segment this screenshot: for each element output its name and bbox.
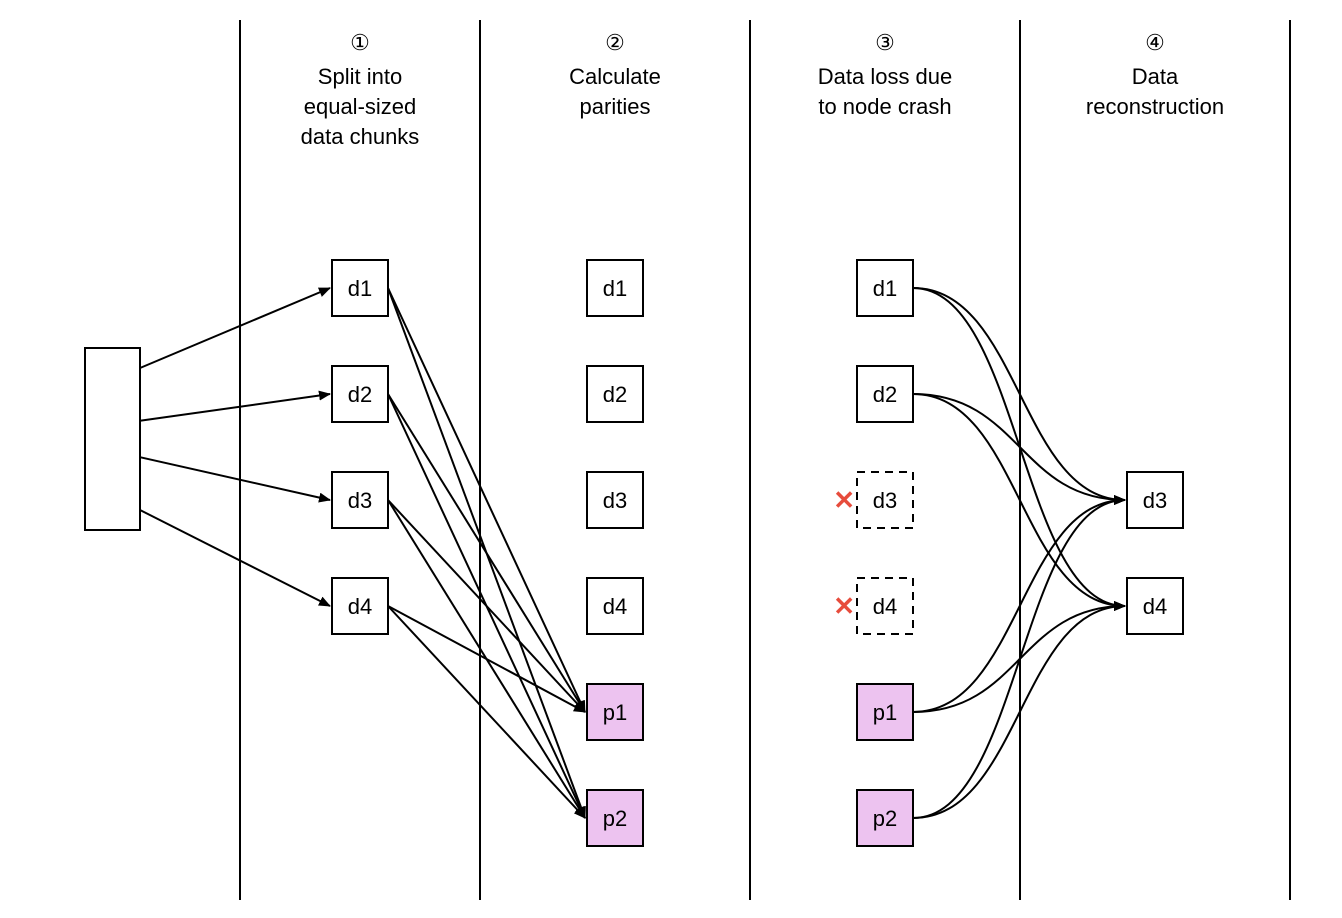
- step3-block-d4-x-icon: ✕: [833, 591, 855, 621]
- step-title-3-line-1: to node crash: [818, 94, 951, 119]
- step1-block-d3-label: d3: [348, 488, 372, 513]
- step-title-3-line-0: Data loss due: [818, 64, 953, 89]
- arrow-d3-to-p1: [388, 500, 585, 712]
- step3-block-p2-label: p2: [873, 806, 897, 831]
- step1-block-d1-label: d1: [348, 276, 372, 301]
- arrow-d1-to-p1: [388, 288, 585, 712]
- step-title-4-line-0: Data: [1132, 64, 1179, 89]
- step3-block-p1-label: p1: [873, 700, 897, 725]
- arrow-d4-to-p2: [388, 606, 585, 818]
- step-number-3: ③: [875, 30, 895, 55]
- step-title-1-line-1: equal-sized: [304, 94, 417, 119]
- step2-block-d3-label: d3: [603, 488, 627, 513]
- step-title-1-line-0: Split into: [318, 64, 402, 89]
- step-title-2-line-1: parities: [580, 94, 651, 119]
- step-title-1-line-2: data chunks: [301, 124, 420, 149]
- step3-block-d1-label: d1: [873, 276, 897, 301]
- step-title-4-line-1: reconstruction: [1086, 94, 1224, 119]
- step-number-2: ②: [605, 30, 625, 55]
- step-number-1: ①: [350, 30, 370, 55]
- arrow-source-to-d2: [140, 394, 330, 421]
- arrow-d2-to-p1: [388, 394, 585, 712]
- arrow-source-to-d1: [140, 288, 330, 368]
- arrow-source-to-d3: [140, 457, 330, 500]
- step4-block-d3-label: d3: [1143, 488, 1167, 513]
- arrow-d4-to-p1: [388, 606, 585, 712]
- arrow-source-to-d4: [140, 510, 330, 606]
- step2-block-d4-label: d4: [603, 594, 627, 619]
- step1-block-d2-label: d2: [348, 382, 372, 407]
- step-number-4: ④: [1145, 30, 1165, 55]
- step3-block-d4-label: d4: [873, 594, 897, 619]
- step2-block-p2-label: p2: [603, 806, 627, 831]
- step3-block-d2-label: d2: [873, 382, 897, 407]
- step2-block-d1-label: d1: [603, 276, 627, 301]
- step2-block-d2-label: d2: [603, 382, 627, 407]
- step4-block-d4-label: d4: [1143, 594, 1167, 619]
- step3-block-d3-label: d3: [873, 488, 897, 513]
- erasure-coding-diagram: ① Split into equal-sized data chunks ② Calcul…: [0, 0, 1342, 918]
- step2-block-p1-label: p1: [603, 700, 627, 725]
- step3-block-d3-x-icon: ✕: [833, 485, 855, 515]
- source-data-block: [85, 348, 140, 530]
- step1-block-d4-label: d4: [348, 594, 372, 619]
- step-title-2-line-0: Calculate: [569, 64, 661, 89]
